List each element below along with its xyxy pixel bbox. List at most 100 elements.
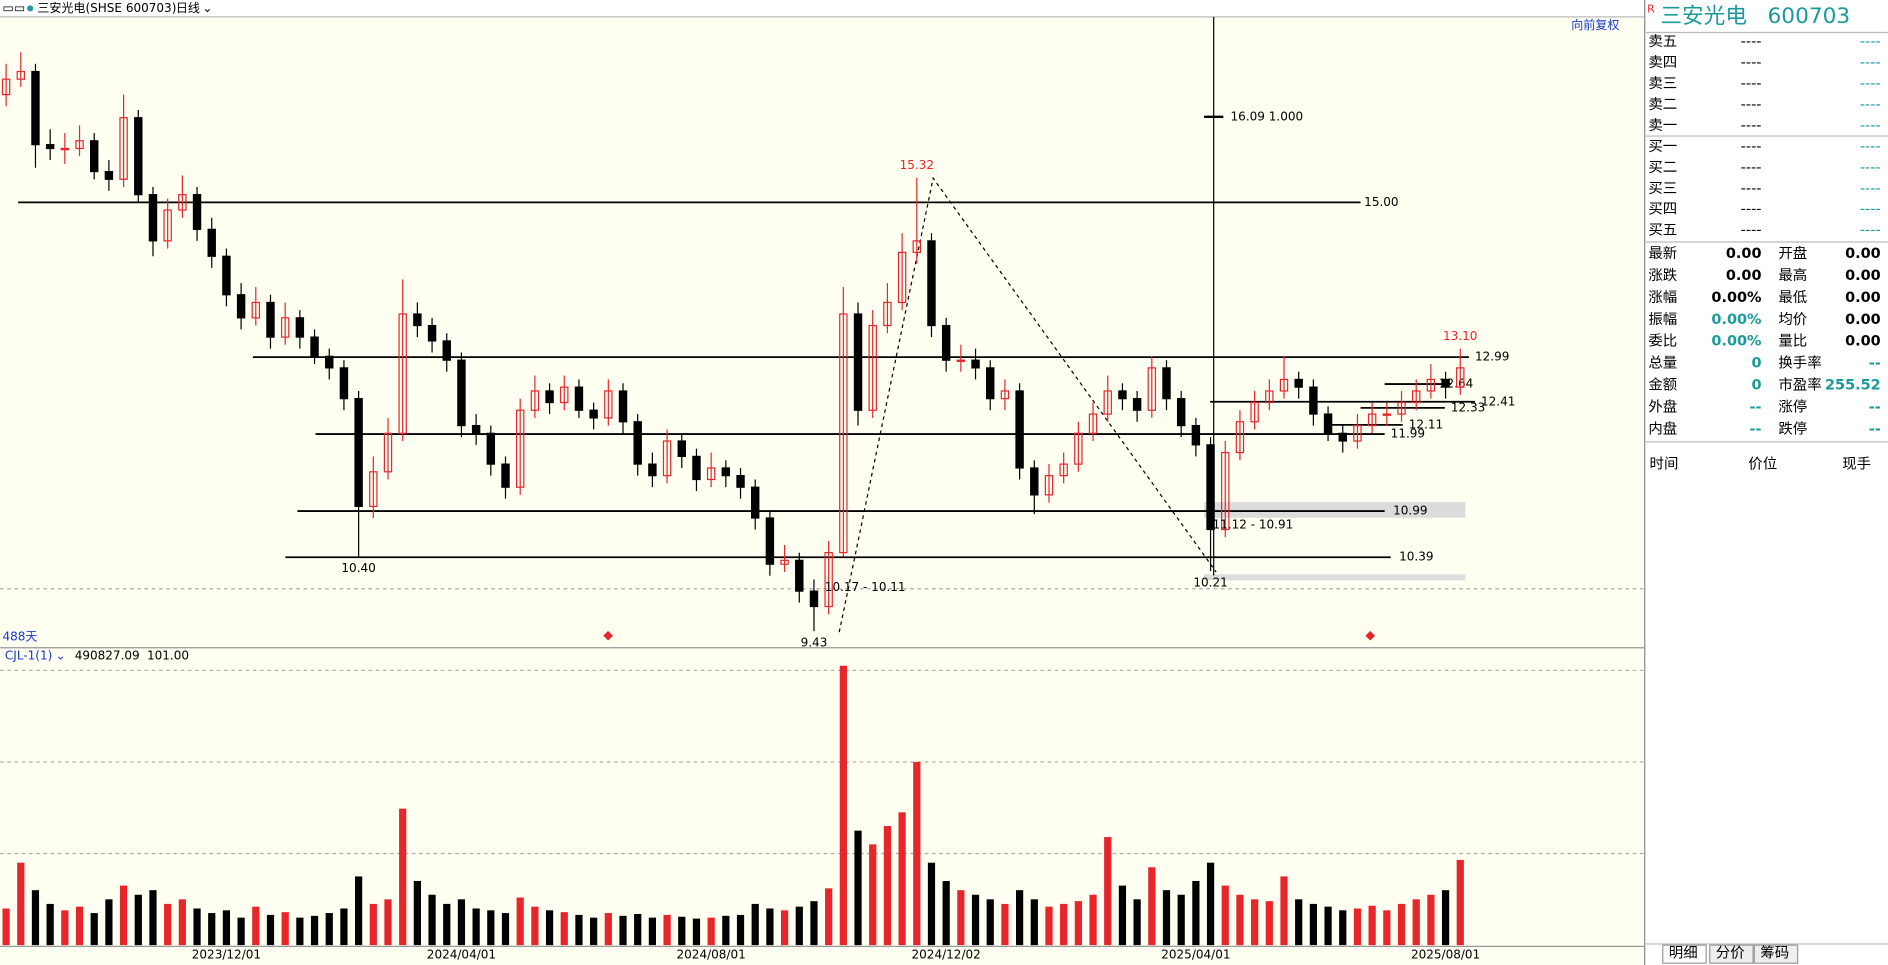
stat-label: 总量 [1648,355,1677,372]
volume-bar [1309,903,1317,946]
stat-value: 0.00 [1845,312,1881,328]
volume-bar [1089,894,1097,946]
book-label: 卖三 [1648,75,1677,92]
volume-bar [266,914,275,946]
candle-body [207,228,216,257]
status-dot [27,5,34,12]
level-label: 12.33 [1451,400,1485,414]
candle-body [560,386,569,404]
volume-bar [575,914,583,946]
candle-body [354,398,363,508]
candle-body [1338,432,1347,442]
volume-bar [61,910,69,946]
volume-bar [604,913,612,946]
stat-value: 0.00 [1726,268,1762,284]
volume-bar [692,918,701,946]
adjust-mode[interactable]: 向前复权 [1571,17,1619,32]
volume-bar [1030,899,1038,946]
candle-body [765,517,775,565]
annotation: 10.17 - 10.11 [825,580,906,594]
stat-label: 市盈率 [1778,377,1821,394]
volume-bar [149,890,157,946]
volume-bar [340,908,348,946]
volume-bar [1265,901,1273,946]
volume-bar [810,901,818,946]
candle-body [736,475,745,488]
candle-body [1279,378,1289,392]
tab-label[interactable]: 筹码 [1760,945,1789,962]
candle-body [251,301,261,319]
quote-panel: R 三安光电 600703 卖五 ---- ----卖四 ---- ----卖三 ----… [1644,0,1888,965]
indicator-name[interactable]: CJL-1(1) [5,649,52,663]
candle-body [706,467,716,481]
stat-label: 最新 [1648,245,1677,262]
volume-bar [222,910,231,946]
x-tick-label: 2024/04/01 [427,947,496,961]
stat-label: 内盘 [1648,419,1677,437]
stat-label: 涨跌 [1648,267,1677,284]
indicator-caret[interactable]: ⌄ [55,649,65,663]
book-price: ---- [1741,181,1762,197]
candle-body [1456,367,1465,388]
volume-bar [1280,876,1288,946]
badge: R [1647,3,1655,16]
stat-label: 金额 [1648,377,1677,394]
candle-body [1088,413,1098,434]
x-tick-label: 2024/08/01 [677,947,746,961]
volume-bar [413,881,421,946]
stat-value: 0.00 [1845,268,1881,284]
candle-body [1367,413,1377,427]
candle-body [1,78,11,96]
layout-icon[interactable]: ▭▭ [2,1,25,15]
candle-body [1044,475,1054,496]
candle-body [1118,390,1127,400]
period-selector[interactable]: 日线 [176,1,200,15]
candle-body [148,194,158,242]
book-label: 卖四 [1648,54,1677,71]
tab[interactable] [1709,944,1754,964]
candle-body [442,340,451,361]
candle-body [515,409,525,488]
stat-value: 0.00 [1845,290,1881,306]
candle-body [1265,390,1274,404]
volume-bar [281,912,289,946]
candle-body [692,455,701,481]
volume-bar [1074,901,1082,946]
book-volume: ---- [1860,55,1881,71]
volume-bar [869,844,877,946]
chart-title: 三安光电(SHSE 600703) [37,0,176,15]
volume-bar [648,917,657,946]
stat-value: 0.00 [1726,246,1762,262]
stat-label: 涨幅 [1648,289,1677,306]
volume-bar [443,903,451,946]
candle-body [383,432,393,473]
volume-bar [1412,899,1420,946]
stat-value: 0 [1751,356,1761,372]
tab[interactable] [1753,944,1799,964]
candle-body [677,440,686,458]
candle-body [618,390,628,423]
candle-body [633,421,642,465]
period-caret[interactable]: ⌄ [202,1,212,15]
volume-bar [369,903,377,946]
candle-body [956,359,966,362]
tab-label[interactable]: 分价 [1716,945,1745,962]
tab[interactable] [1662,944,1707,964]
trend-line [838,176,1217,633]
volume-bar [1118,885,1127,946]
volume-bar [487,910,495,946]
candle-body [1441,378,1450,388]
candle-body [45,144,55,150]
volume-bar [178,899,186,946]
volume-bar [678,916,686,946]
volume-bar [164,903,172,946]
volume-bar [1368,905,1376,946]
book-volume: ---- [1860,118,1881,134]
tab-label[interactable]: 明细 [1669,945,1698,962]
candle-body [883,301,892,327]
candle-body [486,432,496,465]
book-volume: ---- [1860,223,1881,239]
candle-body [545,390,554,404]
volume-bar [17,862,25,946]
book-price: ---- [1741,118,1762,134]
